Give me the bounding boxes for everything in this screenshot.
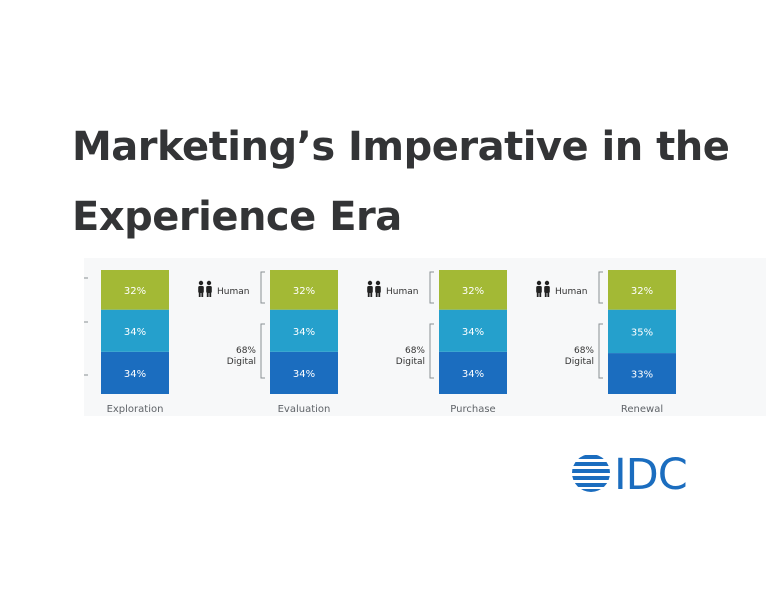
data-label-renewal-2: 32% xyxy=(631,286,653,297)
data-label-evaluation-2: 32% xyxy=(293,286,315,297)
stacked-bar-chart: 34% 34% 32% 34% 34% 32% 34% 34% 32% 33% 35% 32% Hum… xyxy=(84,258,766,416)
human-label-evaluation: Human xyxy=(217,287,249,297)
digital-bracket-evaluation xyxy=(260,323,265,379)
data-label-renewal-0: 33% xyxy=(631,370,653,381)
bar-exploration-segment-2 xyxy=(101,270,169,310)
human-label-purchase: Human xyxy=(386,287,418,297)
people-icon xyxy=(536,280,550,297)
digital-value-purchase: 68% xyxy=(405,346,425,356)
idc-logo: IDC xyxy=(571,450,701,500)
logo-text: IDC xyxy=(614,452,687,494)
data-label-exploration-0: 34% xyxy=(124,369,146,380)
bar-renewal-segment-1 xyxy=(608,309,676,354)
bar-renewal-segment-2 xyxy=(608,270,676,310)
striped-globe-icon xyxy=(572,455,610,492)
people-icon xyxy=(367,280,381,297)
data-label-purchase-0: 34% xyxy=(462,369,484,380)
data-label-renewal-1: 35% xyxy=(631,327,653,338)
digital-bracket-renewal xyxy=(598,323,603,379)
digital-value-renewal: 68% xyxy=(574,346,594,356)
data-label-purchase-1: 34% xyxy=(462,327,484,338)
digital-bracket-purchase xyxy=(429,323,434,379)
title-line-2: Experience Era xyxy=(72,194,402,240)
bar-purchase-segment-1 xyxy=(439,309,507,352)
data-label-exploration-1: 34% xyxy=(124,327,146,338)
bar-purchase-segment-2 xyxy=(439,270,507,310)
chart-category-labels: Exploration Evaluation Purchase Renewal xyxy=(107,404,664,415)
page-title: Marketing’s Imperative in the Experience… xyxy=(72,112,752,252)
chart-annotations: Human68%DigitalHuman68%DigitalHuman68%Di… xyxy=(198,271,603,379)
bar-purchase-segment-0 xyxy=(439,351,507,394)
category-label-renewal: Renewal xyxy=(621,404,663,415)
data-label-exploration-2: 32% xyxy=(124,286,146,297)
digital-label-purchase: Digital xyxy=(396,357,425,367)
data-label-purchase-2: 32% xyxy=(462,286,484,297)
human-bracket-renewal xyxy=(598,271,603,304)
title-line-1: Marketing’s Imperative in the xyxy=(72,124,730,170)
data-label-evaluation-1: 34% xyxy=(293,327,315,338)
category-label-purchase: Purchase xyxy=(450,404,495,415)
human-bracket-evaluation xyxy=(260,271,265,304)
logo-svg: IDC xyxy=(572,450,688,500)
data-label-evaluation-0: 34% xyxy=(293,369,315,380)
human-label-renewal: Human xyxy=(555,287,587,297)
human-bracket-purchase xyxy=(429,271,434,304)
bar-evaluation-segment-2 xyxy=(270,270,338,310)
digital-label-evaluation: Digital xyxy=(227,357,256,367)
digital-label-renewal: Digital xyxy=(565,357,594,367)
digital-value-evaluation: 68% xyxy=(236,346,256,356)
people-icon xyxy=(198,280,212,297)
chart-svg: 34% 34% 32% 34% 34% 32% 34% 34% 32% 33% 35% 32% Hum… xyxy=(84,258,766,416)
category-label-exploration: Exploration xyxy=(107,404,164,415)
bar-exploration-segment-0 xyxy=(101,351,169,394)
bar-renewal-segment-0 xyxy=(608,353,676,394)
bar-evaluation-segment-1 xyxy=(270,309,338,352)
bar-exploration-segment-1 xyxy=(101,309,169,352)
category-label-evaluation: Evaluation xyxy=(278,404,331,415)
bar-evaluation-segment-0 xyxy=(270,351,338,394)
chart-bars: 34% 34% 32% 34% 34% 32% 34% 34% 32% 33% 35% 32% xyxy=(84,270,676,394)
